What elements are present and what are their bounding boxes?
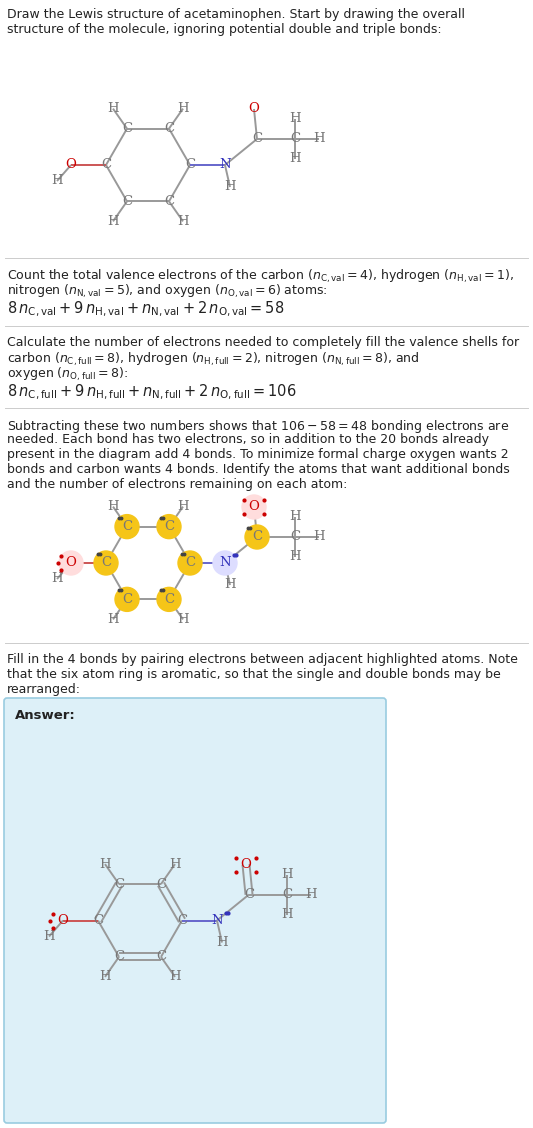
Text: N: N	[219, 159, 231, 171]
Text: H: H	[224, 180, 236, 194]
Text: C: C	[156, 951, 166, 963]
Text: C: C	[290, 132, 300, 146]
Text: H: H	[99, 970, 111, 984]
Text: H: H	[107, 214, 119, 228]
Text: C: C	[114, 951, 124, 963]
Text: C: C	[122, 122, 132, 135]
Text: rearranged:: rearranged:	[7, 682, 81, 696]
Text: C: C	[114, 878, 124, 891]
Circle shape	[59, 550, 83, 575]
Circle shape	[245, 525, 269, 549]
Text: H: H	[305, 888, 317, 901]
Text: H: H	[177, 500, 189, 513]
Text: C: C	[177, 914, 187, 927]
Text: H: H	[216, 936, 228, 949]
Text: Subtracting these two numbers shows that $106 - 58 = 48$ bonding electrons are: Subtracting these two numbers shows that…	[7, 418, 509, 435]
Text: C: C	[282, 888, 292, 901]
Text: C: C	[93, 914, 103, 927]
Text: C: C	[185, 556, 195, 570]
Circle shape	[157, 588, 181, 611]
Text: H: H	[107, 500, 119, 513]
Text: C: C	[164, 593, 174, 606]
Text: Count the total valence electrons of the carbon ($n_\mathrm{C,val} = 4$), hydrog: Count the total valence electrons of the…	[7, 268, 514, 285]
Text: C: C	[244, 888, 254, 901]
FancyBboxPatch shape	[4, 698, 386, 1123]
Text: H: H	[177, 613, 189, 626]
Text: C: C	[252, 530, 262, 544]
Text: H: H	[169, 857, 181, 871]
Text: H: H	[224, 579, 236, 591]
Text: H: H	[313, 132, 325, 146]
Text: carbon ($n_\mathrm{C,full} = 8$), hydrogen ($n_\mathrm{H,full} = 2$), nitrogen (: carbon ($n_\mathrm{C,full} = 8$), hydrog…	[7, 351, 420, 368]
Text: needed. Each bond has two electrons, so in addition to the 20 bonds already: needed. Each bond has two electrons, so …	[7, 433, 489, 446]
Text: O: O	[58, 914, 68, 927]
Text: C: C	[164, 520, 174, 534]
Text: H: H	[281, 908, 293, 920]
Text: C: C	[101, 159, 111, 171]
Text: H: H	[281, 869, 293, 881]
Text: C: C	[122, 195, 132, 208]
Text: C: C	[122, 520, 132, 534]
Text: and the number of electrons remaining on each atom:: and the number of electrons remaining on…	[7, 478, 348, 491]
Text: H: H	[177, 103, 189, 115]
Text: C: C	[290, 530, 300, 544]
Text: C: C	[101, 556, 111, 570]
Circle shape	[178, 550, 202, 575]
Text: H: H	[99, 857, 111, 871]
Text: H: H	[107, 103, 119, 115]
Text: oxygen ($n_\mathrm{O,full} = 8$):: oxygen ($n_\mathrm{O,full} = 8$):	[7, 365, 128, 384]
Text: H: H	[107, 613, 119, 626]
Text: C: C	[156, 878, 166, 891]
Text: Calculate the number of electrons needed to completely fill the valence shells f: Calculate the number of electrons needed…	[7, 336, 519, 349]
Circle shape	[115, 514, 139, 539]
Text: C: C	[164, 195, 174, 208]
Text: H: H	[289, 152, 301, 166]
Text: $8\,n_\mathrm{C,val} + 9\,n_\mathrm{H,val} + n_\mathrm{N,val} + 2\,n_\mathrm{O,v: $8\,n_\mathrm{C,val} + 9\,n_\mathrm{H,va…	[7, 300, 285, 319]
Text: Answer:: Answer:	[15, 710, 76, 722]
Text: Fill in the 4 bonds by pairing electrons between adjacent highlighted atoms. Not: Fill in the 4 bonds by pairing electrons…	[7, 653, 518, 666]
Text: nitrogen ($n_\mathrm{N,val} = 5$), and oxygen ($n_\mathrm{O,val} = 6$) atoms:: nitrogen ($n_\mathrm{N,val} = 5$), and o…	[7, 283, 328, 300]
Text: Draw the Lewis structure of acetaminophen. Start by drawing the overall: Draw the Lewis structure of acetaminophe…	[7, 8, 465, 21]
Text: O: O	[240, 858, 252, 871]
Text: N: N	[219, 556, 231, 570]
Text: N: N	[211, 914, 223, 927]
Circle shape	[213, 550, 237, 575]
Text: H: H	[289, 550, 301, 564]
Text: bonds and carbon wants 4 bonds. Identify the atoms that want additional bonds: bonds and carbon wants 4 bonds. Identify…	[7, 462, 510, 476]
Text: $8\,n_\mathrm{C,full} + 9\,n_\mathrm{H,full} + n_\mathrm{N,full} + 2\,n_\mathrm{: $8\,n_\mathrm{C,full} + 9\,n_\mathrm{H,f…	[7, 384, 296, 403]
Text: O: O	[66, 159, 76, 171]
Text: C: C	[164, 122, 174, 135]
Text: O: O	[248, 501, 260, 513]
Text: H: H	[169, 970, 181, 984]
Circle shape	[115, 588, 139, 611]
Circle shape	[242, 495, 266, 519]
Text: H: H	[43, 929, 55, 943]
Text: structure of the molecule, ignoring potential double and triple bonds:: structure of the molecule, ignoring pote…	[7, 23, 442, 36]
Text: that the six atom ring is aromatic, so that the single and double bonds may be: that the six atom ring is aromatic, so t…	[7, 668, 500, 681]
Text: H: H	[51, 573, 63, 585]
Text: H: H	[289, 113, 301, 125]
Circle shape	[94, 550, 118, 575]
Text: O: O	[66, 556, 76, 570]
Text: C: C	[185, 159, 195, 171]
Text: C: C	[122, 593, 132, 606]
Text: present in the diagram add 4 bonds. To minimize formal charge oxygen wants 2: present in the diagram add 4 bonds. To m…	[7, 448, 508, 461]
Text: H: H	[177, 214, 189, 228]
Text: H: H	[289, 511, 301, 523]
Text: H: H	[51, 175, 63, 187]
Text: O: O	[248, 103, 260, 115]
Text: H: H	[313, 530, 325, 544]
Text: C: C	[252, 132, 262, 146]
Circle shape	[157, 514, 181, 539]
